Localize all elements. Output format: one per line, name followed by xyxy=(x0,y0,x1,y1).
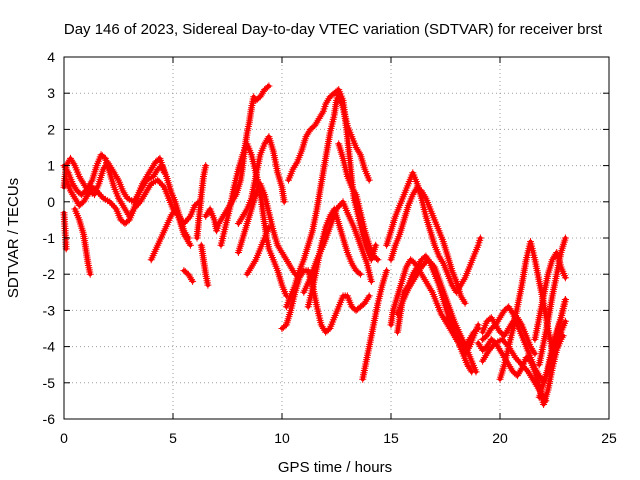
series-plus-markers xyxy=(335,140,382,264)
x-tick-label: 15 xyxy=(383,430,399,446)
series-s13 xyxy=(234,180,299,278)
data-marks xyxy=(60,82,569,408)
series-plus-markers xyxy=(359,267,391,383)
series-s23 xyxy=(383,169,484,296)
series-s34 xyxy=(535,234,569,369)
y-tick-label: -3 xyxy=(43,302,56,318)
y-tick-label: -6 xyxy=(43,411,56,427)
y-tick-label: 2 xyxy=(47,121,55,137)
x-tick-label: 5 xyxy=(169,430,177,446)
y-axis-label: SDTVAR / TECUs xyxy=(5,178,22,298)
series-plus-markers xyxy=(234,133,288,227)
y-tick-label: -4 xyxy=(43,339,56,355)
series-plus-markers xyxy=(147,205,194,264)
series-plus-markers xyxy=(234,180,299,278)
axis-ticks: 0 5 10 15 20 25 -6 -5 -4 -3 -2 -1 0 1 2 3 4 xyxy=(43,49,617,446)
series-plus-markers xyxy=(535,234,569,369)
series-s21 xyxy=(359,267,391,383)
x-tick-label: 10 xyxy=(274,430,290,446)
series-plus-markers xyxy=(387,183,469,307)
series-plus-markers xyxy=(535,317,569,401)
series-plus-markers xyxy=(243,223,273,278)
x-tick-label: 0 xyxy=(60,430,68,446)
series-s14 xyxy=(243,223,273,278)
x-tick-label: 25 xyxy=(601,430,617,446)
series-plus-markers xyxy=(383,169,484,296)
series-s03 xyxy=(71,205,94,278)
y-tick-label: -5 xyxy=(43,375,56,391)
series-s08 xyxy=(193,162,210,242)
x-tick-label: 20 xyxy=(492,430,508,446)
series-plus-markers xyxy=(180,267,197,285)
series-s36 xyxy=(535,317,569,401)
y-tick-label: 4 xyxy=(47,49,55,65)
series-s22 xyxy=(387,183,469,307)
series-plus-markers xyxy=(71,205,94,278)
series-plus-markers xyxy=(444,314,482,358)
y-tick-label: -1 xyxy=(43,230,56,246)
y-tick-label: 3 xyxy=(47,85,55,101)
series-plus-markers xyxy=(197,241,212,289)
series-plus-markers xyxy=(62,176,203,227)
series-s19 xyxy=(300,198,375,296)
series-s27 xyxy=(444,314,482,358)
series-plus-markers xyxy=(300,198,375,296)
series-s12 xyxy=(234,133,288,227)
series-s06 xyxy=(147,205,194,264)
chart-title: Day 146 of 2023, Sidereal Day-to-day VTE… xyxy=(64,21,603,38)
series-s07 xyxy=(180,267,197,285)
y-tick-label: 1 xyxy=(47,158,55,174)
x-axis-label: GPS time / hours xyxy=(278,459,392,476)
series-s20 xyxy=(335,140,382,264)
series-plus-markers xyxy=(193,162,210,242)
y-tick-label: -2 xyxy=(43,266,56,282)
y-tick-label: 0 xyxy=(47,194,55,210)
series-s09 xyxy=(197,241,212,289)
